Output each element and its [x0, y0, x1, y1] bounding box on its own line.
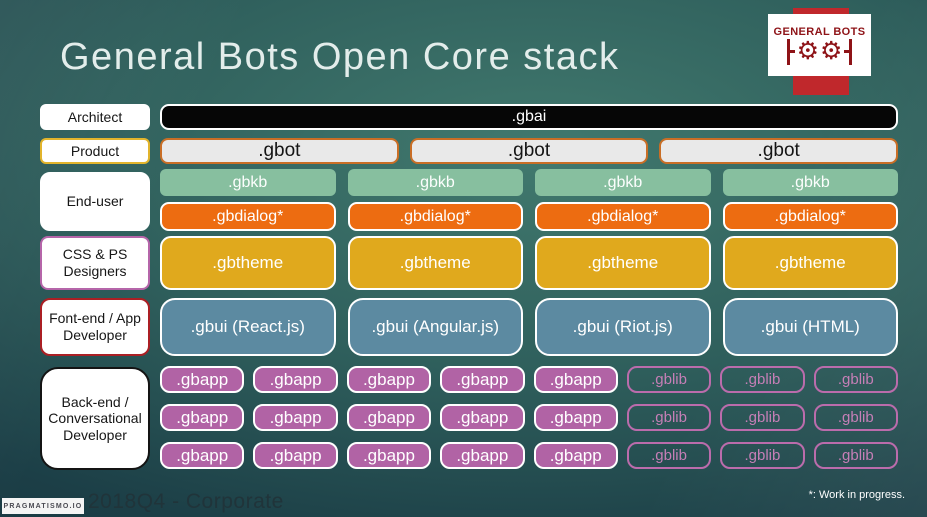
gbapp-box: .gbapp — [533, 404, 618, 431]
gbapp-box: .gbapp — [160, 442, 245, 469]
gbot-box: .gbot — [409, 138, 649, 164]
gbapp-box: .gbapp — [160, 366, 245, 393]
gblib-box: .gblib — [720, 442, 805, 469]
work-in-progress-footnote: *: Work in progress. — [808, 489, 905, 501]
logo-text: GENERAL BOTS — [773, 25, 866, 38]
gbui-box: .gbui (HTML) — [722, 298, 898, 356]
gbkb-box: .gbkb — [722, 169, 898, 196]
general-bots-logo: GENERAL BOTS ⚙ ⚙ — [768, 14, 871, 76]
gbapp-box: .gbapp — [346, 442, 432, 469]
gbapp-box: .gbapp — [253, 366, 338, 393]
logo-bracket-left — [786, 38, 796, 65]
gblib-box: .gblib — [720, 404, 805, 431]
footer-text: 2018Q4 - Corporate — [88, 490, 284, 513]
gblib-box: .gblib — [813, 366, 898, 393]
gblib-box: .gblib — [720, 366, 805, 393]
gblib-box: .gblib — [813, 442, 898, 469]
backend-row: .gbapp .gbapp .gbapp .gbapp .gbapp .gbli… — [160, 366, 898, 393]
gbdialog-box: .gbdialog* — [347, 202, 523, 231]
label-end-user: End-user — [40, 172, 150, 231]
label-frontend-developer: Font-end / App Developer — [40, 298, 150, 356]
page-title: General Bots Open Core stack — [60, 36, 620, 78]
gblib-box: .gblib — [626, 404, 712, 431]
gbtheme-box: .gbtheme — [347, 236, 523, 290]
row-gbkb: .gbkb .gbkb .gbkb .gbkb — [160, 169, 898, 196]
gbot-box: .gbot — [659, 138, 899, 164]
row-gbtheme: .gbtheme .gbtheme .gbtheme .gbtheme — [160, 236, 898, 290]
gbapp-box: .gbapp — [346, 404, 432, 431]
gbdialog-box: .gbdialog* — [535, 202, 711, 231]
label-product: Product — [40, 138, 150, 164]
pragmatismo-brand-badge: PRAGMATISMO.IO — [2, 498, 84, 514]
gblib-box: .gblib — [626, 366, 712, 393]
gbapp-box: .gbapp — [440, 442, 525, 469]
logo-gears: ⚙ ⚙ — [786, 37, 853, 65]
gbtheme-box: .gbtheme — [535, 236, 711, 290]
gbot-box: .gbot — [160, 138, 399, 164]
gbui-box: .gbui (Riot.js) — [535, 298, 711, 356]
gbapp-box: .gbapp — [533, 442, 618, 469]
gbapp-box: .gbapp — [440, 366, 525, 393]
gbdialog-box: .gbdialog* — [160, 202, 336, 231]
gbdialog-box: .gbdialog* — [722, 202, 898, 231]
gbkb-box: .gbkb — [535, 169, 711, 196]
gbapp-box: .gbapp — [346, 366, 432, 393]
gbui-box: .gbui (Angular.js) — [347, 298, 523, 356]
gbapp-box: .gbapp — [160, 404, 245, 431]
row-gbai: .gbai — [160, 104, 898, 130]
gbkb-box: .gbkb — [160, 169, 336, 196]
label-architect: Architect — [40, 104, 150, 130]
gbapp-box: .gbapp — [253, 442, 338, 469]
row-gbot: .gbot .gbot .gbot — [160, 138, 899, 164]
logo-bracket-right — [843, 38, 853, 65]
gbapp-box: .gbapp — [440, 404, 525, 431]
gbui-box: .gbui (React.js) — [160, 298, 336, 356]
backend-row: .gbapp .gbapp .gbapp .gbapp .gbapp .gbli… — [160, 404, 898, 431]
gblib-box: .gblib — [626, 442, 712, 469]
gear-icon: ⚙ — [796, 37, 819, 65]
row-gbui: .gbui (React.js) .gbui (Angular.js) .gbu… — [160, 298, 898, 356]
gblib-box: .gblib — [813, 404, 898, 431]
label-css-ps-designers: CSS & PS Designers — [40, 236, 150, 290]
backend-row: .gbapp .gbapp .gbapp .gbapp .gbapp .gbli… — [160, 442, 898, 469]
gbtheme-box: .gbtheme — [160, 236, 336, 290]
gbkb-box: .gbkb — [347, 169, 523, 196]
gear-icon: ⚙ — [820, 37, 843, 65]
gbtheme-box: .gbtheme — [722, 236, 898, 290]
label-backend-developer: Back-end / Conversational Developer — [40, 367, 150, 470]
gbapp-box: .gbapp — [533, 366, 618, 393]
gbapp-box: .gbapp — [253, 404, 338, 431]
row-gbdialog: .gbdialog* .gbdialog* .gbdialog* .gbdial… — [160, 202, 898, 231]
gbai-box: .gbai — [160, 104, 898, 130]
